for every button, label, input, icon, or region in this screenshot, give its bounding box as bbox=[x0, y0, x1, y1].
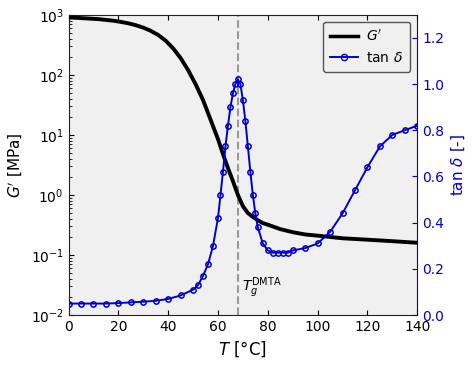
Legend: $G'$, tan $\delta$: $G'$, tan $\delta$ bbox=[323, 22, 410, 72]
Y-axis label: $G'$ [MPa]: $G'$ [MPa] bbox=[7, 132, 25, 198]
Text: $T_g^{\rm DMTA}$: $T_g^{\rm DMTA}$ bbox=[242, 276, 282, 300]
Y-axis label: tan $\delta$ [-]: tan $\delta$ [-] bbox=[450, 134, 467, 196]
X-axis label: $T$ [°C]: $T$ [°C] bbox=[219, 340, 267, 359]
